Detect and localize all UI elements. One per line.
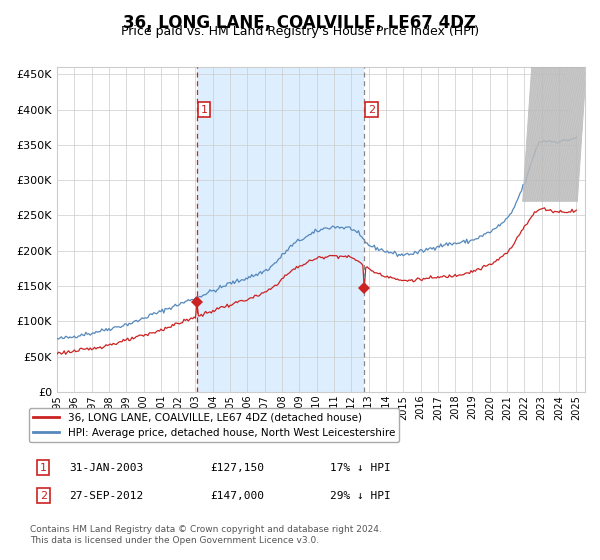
Text: 36, LONG LANE, COALVILLE, LE67 4DZ: 36, LONG LANE, COALVILLE, LE67 4DZ xyxy=(124,14,476,32)
Text: 1: 1 xyxy=(40,463,47,473)
Text: Price paid vs. HM Land Registry's House Price Index (HPI): Price paid vs. HM Land Registry's House … xyxy=(121,25,479,38)
Text: £147,000: £147,000 xyxy=(210,491,264,501)
Text: 17% ↓ HPI: 17% ↓ HPI xyxy=(330,463,391,473)
Bar xyxy=(197,67,364,392)
Text: £127,150: £127,150 xyxy=(210,463,264,473)
Text: 2: 2 xyxy=(40,491,47,501)
Text: 31-JAN-2003: 31-JAN-2003 xyxy=(69,463,143,473)
Text: 29% ↓ HPI: 29% ↓ HPI xyxy=(330,491,391,501)
Text: 27-SEP-2012: 27-SEP-2012 xyxy=(69,491,143,501)
Text: 1: 1 xyxy=(200,105,208,115)
Polygon shape xyxy=(564,67,585,180)
Text: Contains HM Land Registry data © Crown copyright and database right 2024.
This d: Contains HM Land Registry data © Crown c… xyxy=(30,525,382,545)
Legend: 36, LONG LANE, COALVILLE, LE67 4DZ (detached house), HPI: Average price, detache: 36, LONG LANE, COALVILLE, LE67 4DZ (deta… xyxy=(29,408,399,442)
Text: 2: 2 xyxy=(368,105,375,115)
